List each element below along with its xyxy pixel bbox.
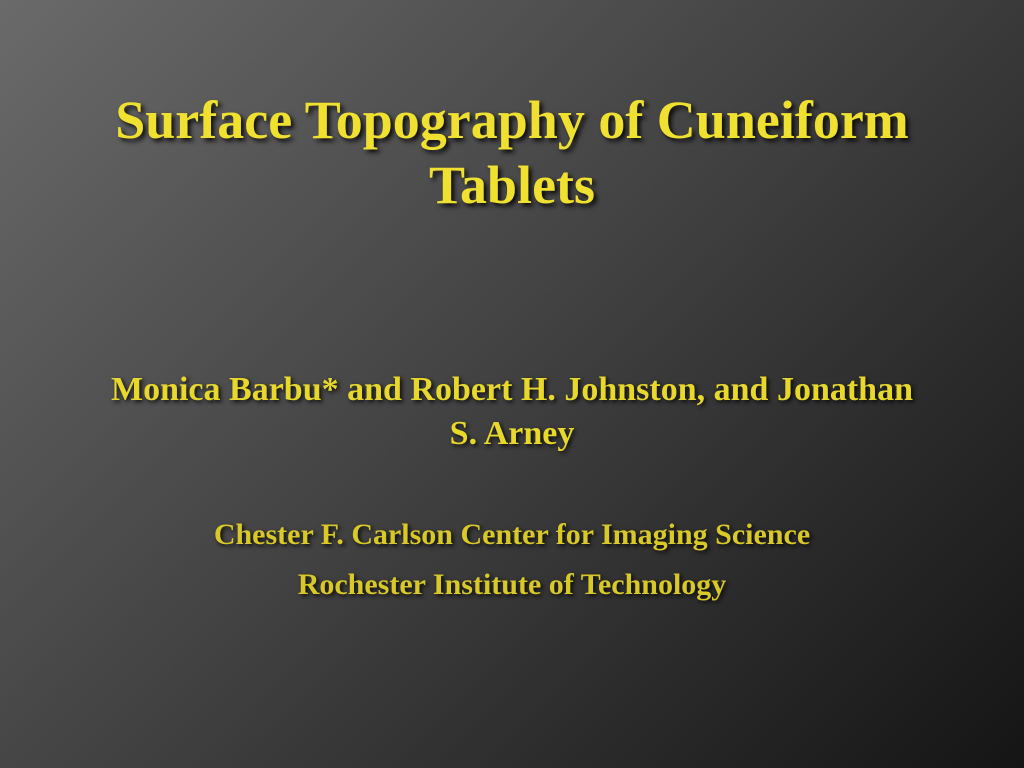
- affiliation-line-1: Chester F. Carlson Center for Imaging Sc…: [214, 518, 810, 552]
- affiliation-line-2: Rochester Institute of Technology: [298, 568, 727, 602]
- slide-authors: Monica Barbu* and Robert H. Johnston, an…: [102, 368, 922, 456]
- slide-title: Surface Topography of Cuneiform Tablets: [82, 88, 942, 218]
- title-slide: Surface Topography of Cuneiform Tablets …: [0, 0, 1024, 768]
